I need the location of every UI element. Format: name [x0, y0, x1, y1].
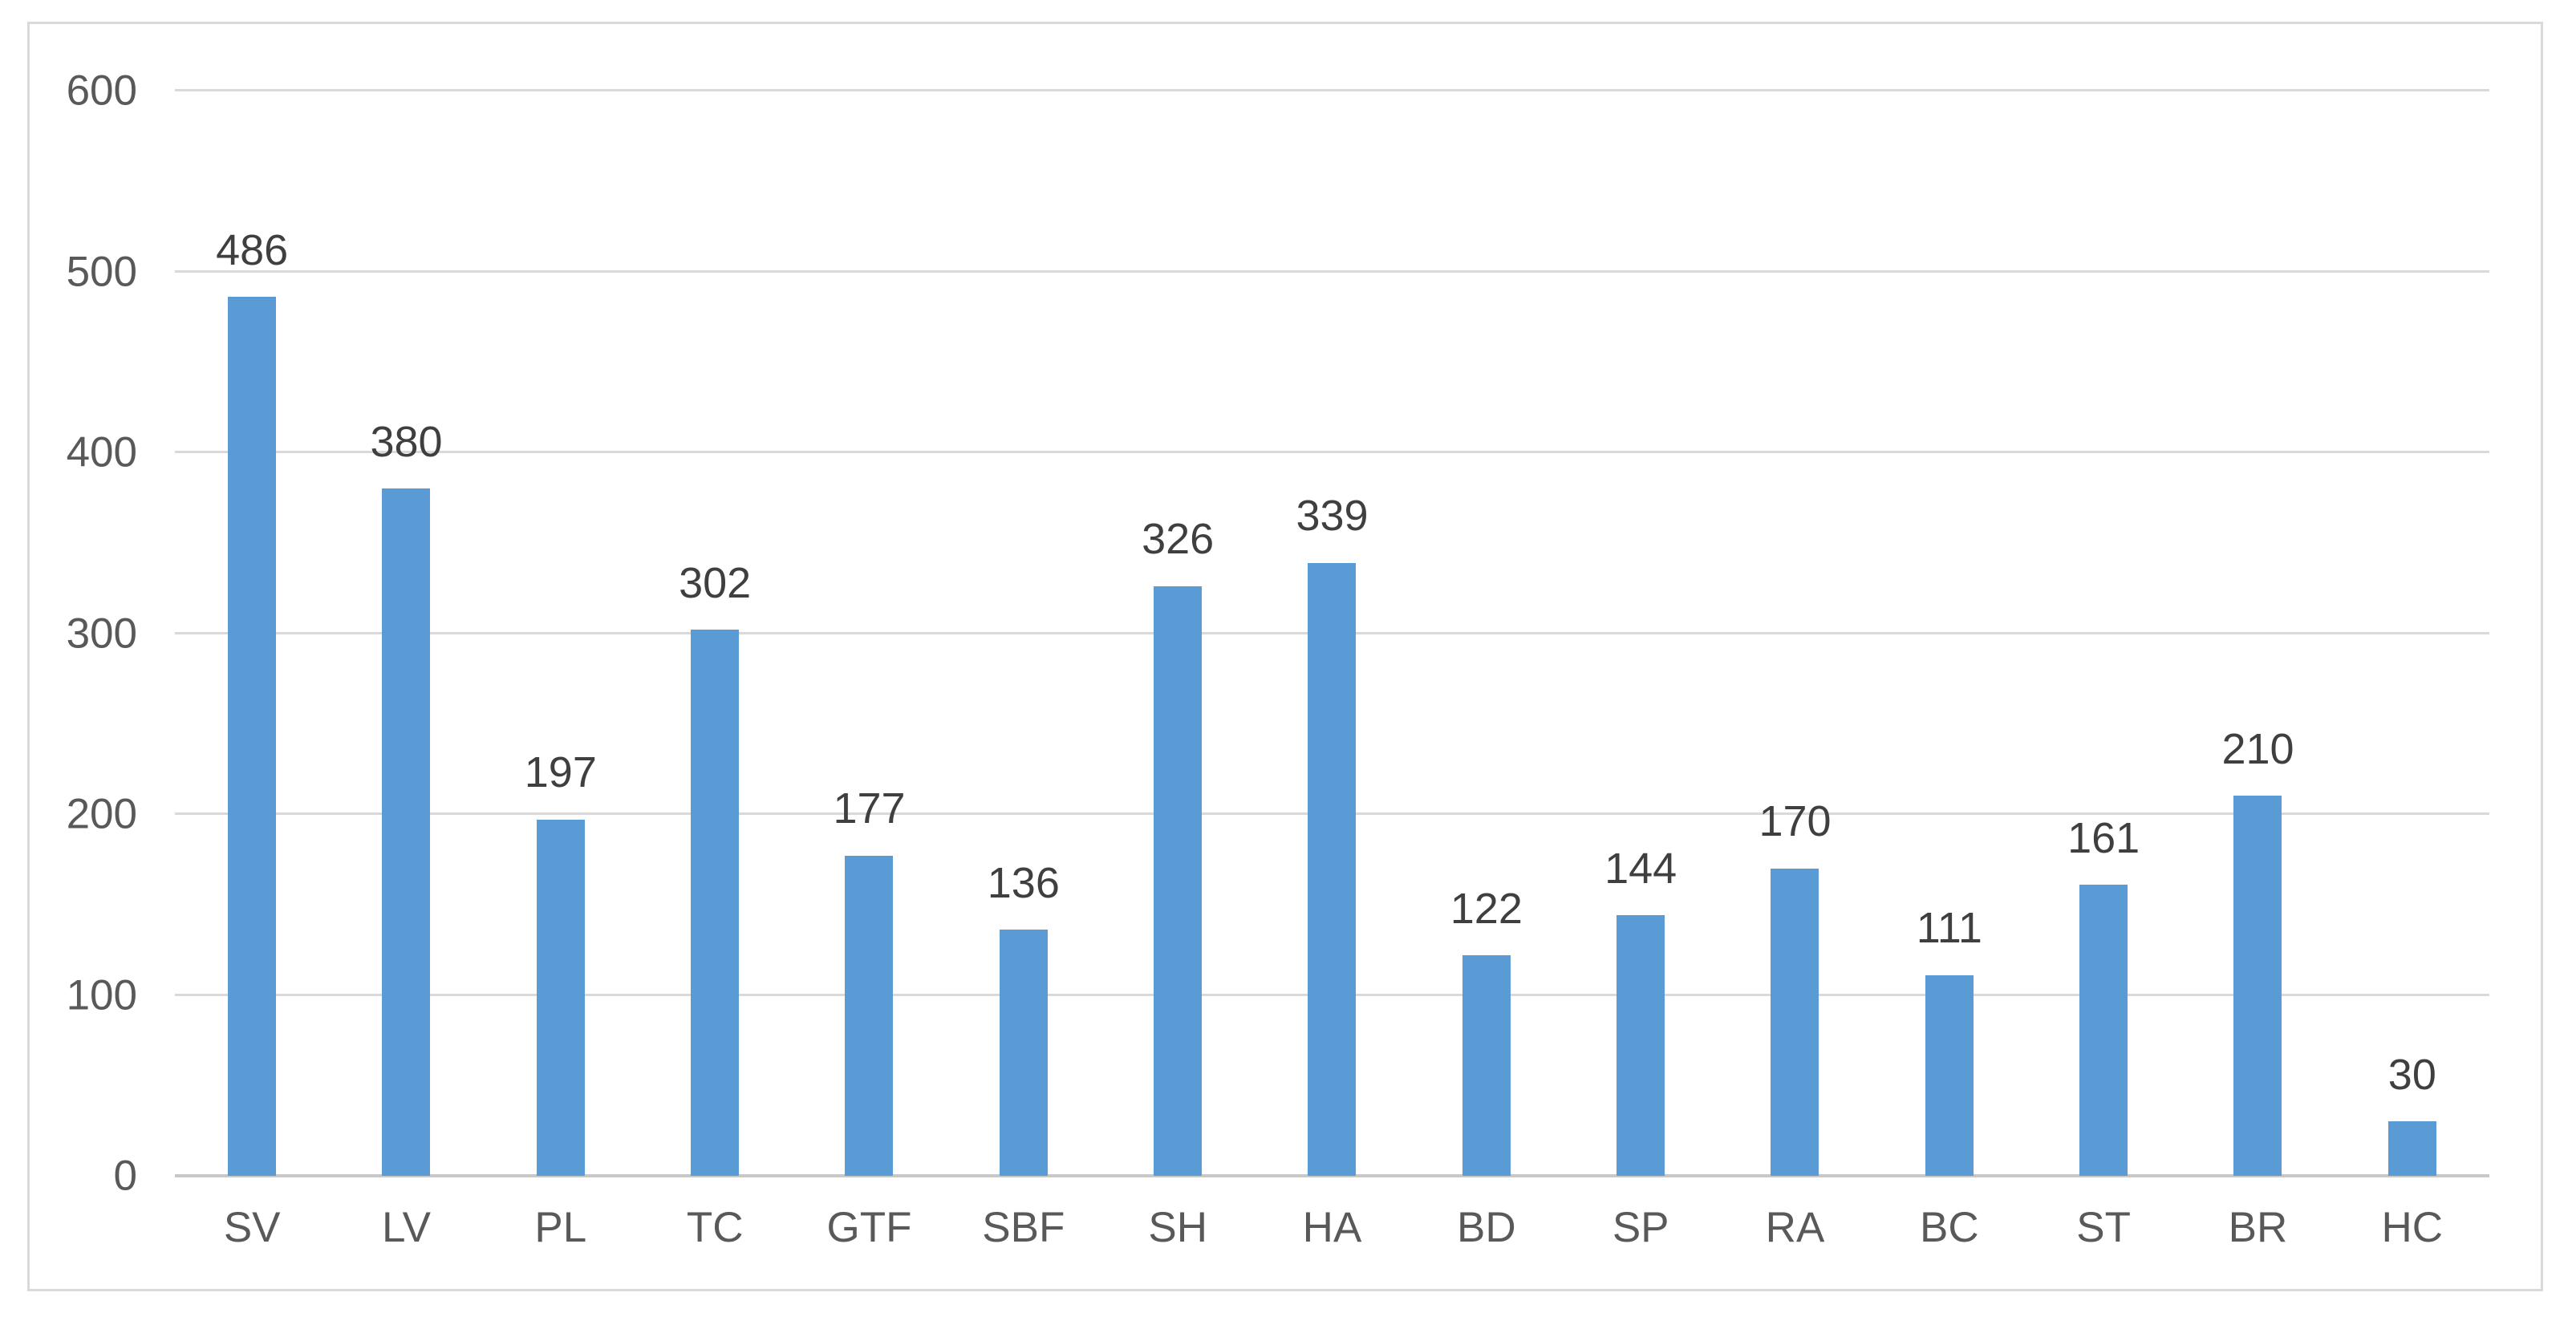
x-axis-category-label-bd: BD: [1457, 1204, 1516, 1251]
gridline-500: [175, 269, 2489, 273]
category-slot-br: 210 BR: [2180, 91, 2335, 1251]
y-axis-tick-label: 100: [66, 971, 137, 1019]
x-axis-category-label-br: BR: [2228, 1204, 2288, 1251]
x-axis-category-label-pl: PL: [534, 1204, 587, 1251]
x-axis-category-label-sv: SV: [223, 1204, 281, 1251]
bar-gtf: [845, 855, 894, 1176]
data-label-ra: 170: [1759, 797, 1832, 846]
bar-sh: [1154, 585, 1203, 1176]
data-label-gtf: 177: [833, 784, 906, 833]
y-axis: 0 100 200 300 400 500 600: [30, 70, 137, 1197]
y-axis-tick-label: 0: [113, 1152, 137, 1200]
data-label-sv: 486: [216, 225, 289, 274]
x-axis-category-label-gtf: GTF: [826, 1204, 912, 1251]
y-axis-tick-label: 600: [66, 67, 137, 115]
category-slot-bc: 111 BC: [1872, 91, 2026, 1250]
category-slot-pl: 197 PL: [484, 91, 638, 1250]
category-slot-lv: 380 LV: [329, 91, 483, 1251]
y-axis-tick-label: 500: [66, 248, 137, 295]
gridline-400: [175, 451, 2489, 454]
category-slot-ra: 170 RA: [1718, 91, 1872, 1250]
bar-tc: [691, 630, 740, 1176]
x-axis-category-label-sbf: SBF: [982, 1204, 1065, 1251]
category-slot-bd: 122 BD: [1410, 91, 1564, 1251]
data-label-sp: 144: [1604, 844, 1677, 893]
x-axis-category-label-lv: LV: [382, 1204, 431, 1251]
data-label-ha: 339: [1296, 492, 1369, 541]
data-label-pl: 197: [524, 748, 597, 797]
bar-hc: [2387, 1121, 2436, 1176]
data-label-sh: 326: [1142, 515, 1215, 564]
x-axis-category-label-hc: HC: [2381, 1204, 2444, 1251]
category-slot-gtf: 177 GTF: [792, 91, 946, 1251]
category-slot-sh: 326 SH: [1101, 91, 1255, 1251]
data-label-lv: 380: [370, 417, 443, 466]
data-label-br: 210: [2221, 725, 2294, 774]
category-slot-tc: 302 TC: [638, 91, 792, 1251]
bar-chart: 0 100 200 300 400 500 600 486 SV 380 LV 197 PL 302 TC…: [27, 22, 2543, 1291]
category-slot-ha: 339 HA: [1255, 91, 1409, 1251]
x-axis-category-label-ha: HA: [1302, 1204, 1362, 1251]
bar-sp: [1617, 915, 1665, 1176]
gridline-600: [175, 89, 2489, 91]
data-label-bc: 111: [1916, 904, 1982, 953]
data-label-hc: 30: [2387, 1050, 2436, 1099]
data-label-bd: 122: [1450, 884, 1523, 933]
data-label-tc: 302: [679, 558, 752, 607]
x-axis-line: [175, 1174, 2489, 1177]
bar-bc: [1925, 974, 1974, 1176]
category-slot-st: 161 ST: [2026, 91, 2180, 1251]
x-axis-category-label-sh: SH: [1148, 1204, 1207, 1251]
data-label-sbf: 136: [987, 858, 1060, 907]
category-slot-sv: 486 SV: [175, 91, 329, 1251]
bar-sbf: [999, 930, 1048, 1176]
bar-ra: [1771, 868, 1819, 1176]
x-axis-category-label-st: ST: [2076, 1204, 2132, 1251]
bar-lv: [382, 488, 431, 1176]
category-slot-hc: 30 HC: [2335, 91, 2489, 1251]
x-axis-category-label-ra: RA: [1765, 1204, 1825, 1251]
bar-sv: [228, 297, 277, 1176]
y-axis-tick-label: 400: [66, 428, 137, 476]
plot-area: 486 SV 380 LV 197 PL 302 TC 177 GTF 136 SBF 326 SH 339…: [175, 89, 2489, 1251]
y-axis-tick-label: 300: [66, 610, 137, 657]
category-slot-sp: 144 SP: [1564, 91, 1718, 1251]
bar-pl: [536, 819, 585, 1176]
x-axis-category-label-sp: SP: [1612, 1204, 1669, 1251]
bar-ha: [1308, 562, 1357, 1176]
data-label-st: 161: [2067, 813, 2140, 862]
bar-st: [2079, 884, 2128, 1176]
x-axis-category-label-tc: TC: [686, 1204, 744, 1251]
x-axis-category-label-bc: BC: [1920, 1204, 1979, 1251]
bar-br: [2233, 796, 2282, 1176]
category-slot-sbf: 136 SBF: [947, 91, 1101, 1251]
y-axis-tick-label: 200: [66, 790, 137, 838]
bar-bd: [1462, 954, 1511, 1176]
